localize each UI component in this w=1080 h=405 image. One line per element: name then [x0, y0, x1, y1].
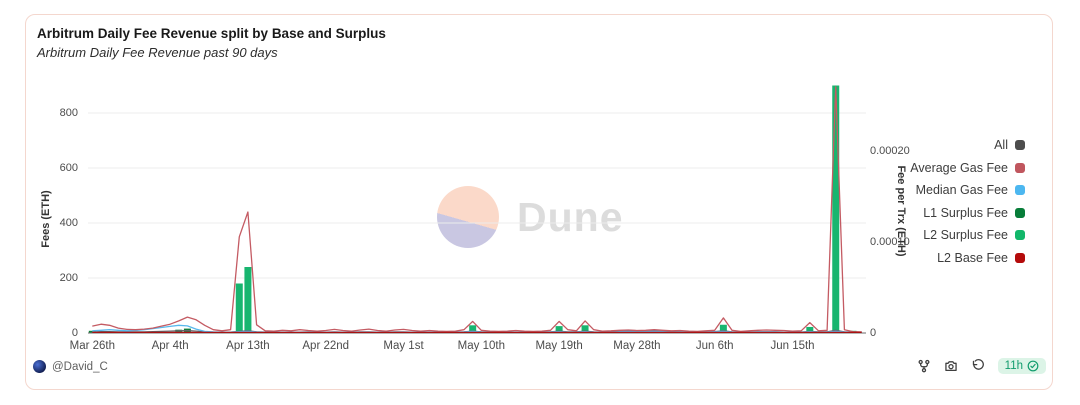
chart-actions: 11h — [917, 358, 1046, 374]
legend-swatch-icon — [1015, 207, 1025, 218]
fork-icon[interactable] — [917, 359, 932, 374]
legend-swatch-icon — [1015, 162, 1025, 173]
legend-label: Average Gas Fee — [910, 160, 1008, 175]
legend-label: All — [994, 138, 1008, 153]
legend-item-l2-surplus-fee[interactable]: L2 Surplus Fee — [910, 224, 1025, 247]
legend-item-l1-surplus-fee[interactable]: L1 Surplus Fee — [910, 202, 1025, 225]
legend-swatch-icon — [1015, 140, 1025, 151]
legend-item-l2-base-fee[interactable]: L2 Base Fee — [910, 247, 1025, 270]
chart-subtitle: Arbitrum Daily Fee Revenue past 90 days — [37, 45, 278, 60]
right-axis-title: Fee per Trx (ETH) — [895, 165, 907, 257]
legend-swatch-icon — [1015, 230, 1025, 241]
legend-item-all[interactable]: All — [910, 134, 1025, 157]
author-avatar-icon — [33, 360, 46, 373]
legend-item-average-gas-fee[interactable]: Average Gas Fee — [910, 157, 1025, 180]
camera-icon[interactable] — [944, 359, 959, 374]
dune-logo-icon — [437, 186, 499, 248]
author-handle: @David_C — [52, 360, 108, 373]
legend: All Average Gas Fee Median Gas Fee L1 Surpl… — [910, 134, 1025, 269]
legend-item-median-gas-fee[interactable]: Median Gas Fee — [910, 179, 1025, 202]
dune-wordmark: Dune — [517, 194, 624, 240]
legend-label: Median Gas Fee — [915, 183, 1008, 198]
author-link[interactable]: @David_C — [33, 360, 108, 373]
chart-title: Arbitrum Daily Fee Revenue split by Base… — [37, 26, 386, 41]
data-freshness-badge[interactable]: 11h — [997, 358, 1046, 374]
left-axis-title: Fees (ETH) — [40, 190, 52, 248]
legend-swatch-icon — [1015, 185, 1025, 196]
refresh-icon[interactable] — [971, 359, 986, 374]
check-circle-icon — [1027, 360, 1039, 372]
legend-label: L1 Surplus Fee — [923, 205, 1008, 220]
legend-label: L2 Base Fee — [937, 250, 1008, 265]
legend-label: L2 Surplus Fee — [923, 228, 1008, 243]
legend-swatch-icon — [1015, 252, 1025, 263]
data-age-text: 11h — [1004, 360, 1023, 372]
